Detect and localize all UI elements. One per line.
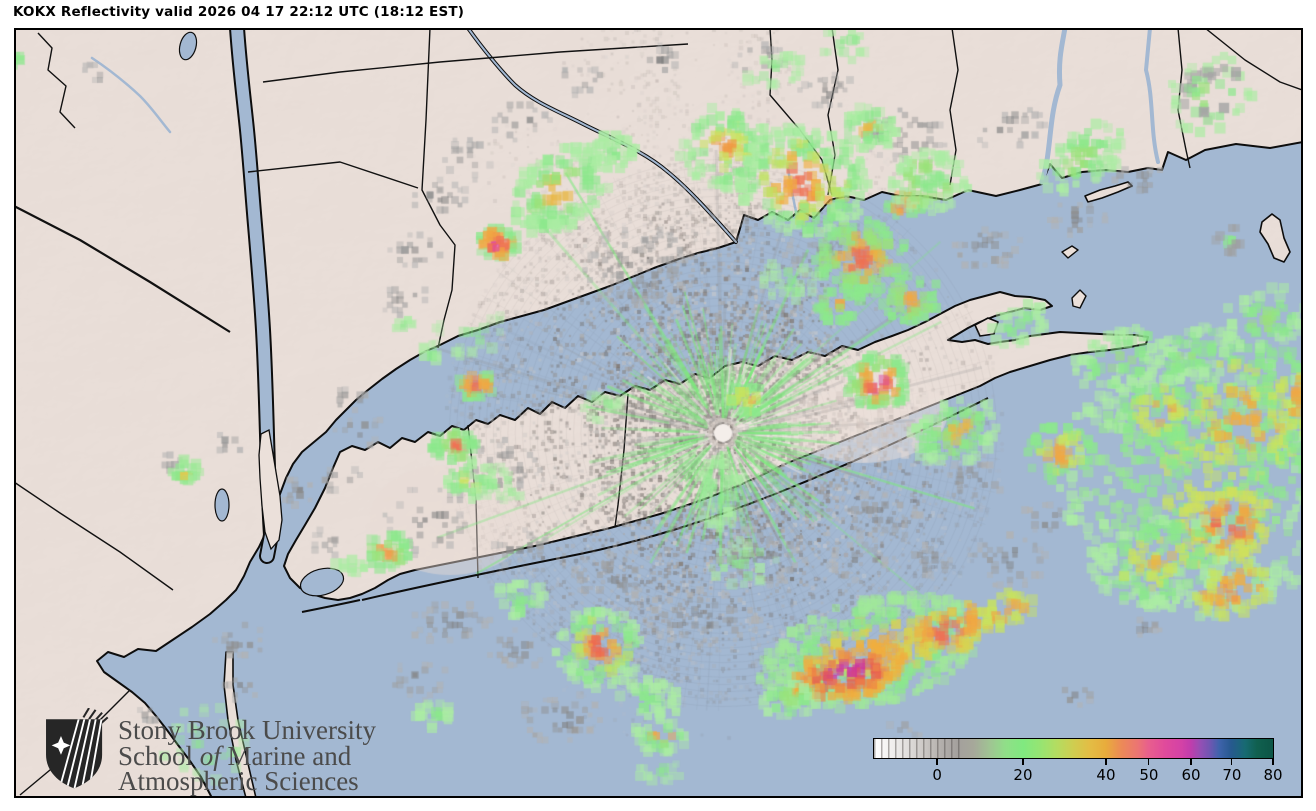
colorbar-tick <box>1271 759 1274 765</box>
sbu-logo-text: Stony Brook University School of Marine … <box>118 715 377 796</box>
colorbar-tick <box>1189 759 1192 765</box>
colorbar-tick <box>1021 759 1024 765</box>
colorbar-tick-label: 70 <box>1222 766 1242 784</box>
sbu-shield-icon <box>46 708 109 789</box>
colorbar-tick-label: 20 <box>1013 766 1033 784</box>
colorbar-tick-label: 50 <box>1139 766 1159 784</box>
radar-echo-overlay <box>14 28 1303 798</box>
colorbar-tick-label: 40 <box>1096 766 1116 784</box>
sbu-logo-line2: School of Marine and <box>118 740 352 771</box>
page-title: KOKX Reflectivity valid 2026 04 17 22:12… <box>13 4 465 20</box>
colorbar-tick-label: 60 <box>1181 766 1201 784</box>
colorbar-gradient <box>873 738 1274 759</box>
colorbar-tick-label: 0 <box>932 766 942 784</box>
colorbar-tick <box>1104 759 1107 765</box>
sbu-logo-line1: Stony Brook University <box>118 715 377 745</box>
colorbar-stripes <box>874 739 960 758</box>
sbu-logo-line3: Atmospheric Sciences <box>118 766 359 796</box>
reflectivity-colorbar: 0 20 40 50 60 70 80 <box>873 738 1283 785</box>
colorbar-tick <box>936 759 938 765</box>
sbu-logo: Stony Brook University School of Marine … <box>40 708 376 795</box>
colorbar-tick-label: 80 <box>1263 766 1283 784</box>
radar-map: Stony Brook University School of Marine … <box>14 28 1303 798</box>
colorbar-tick <box>1230 759 1233 765</box>
colorbar-tick <box>1147 759 1150 765</box>
